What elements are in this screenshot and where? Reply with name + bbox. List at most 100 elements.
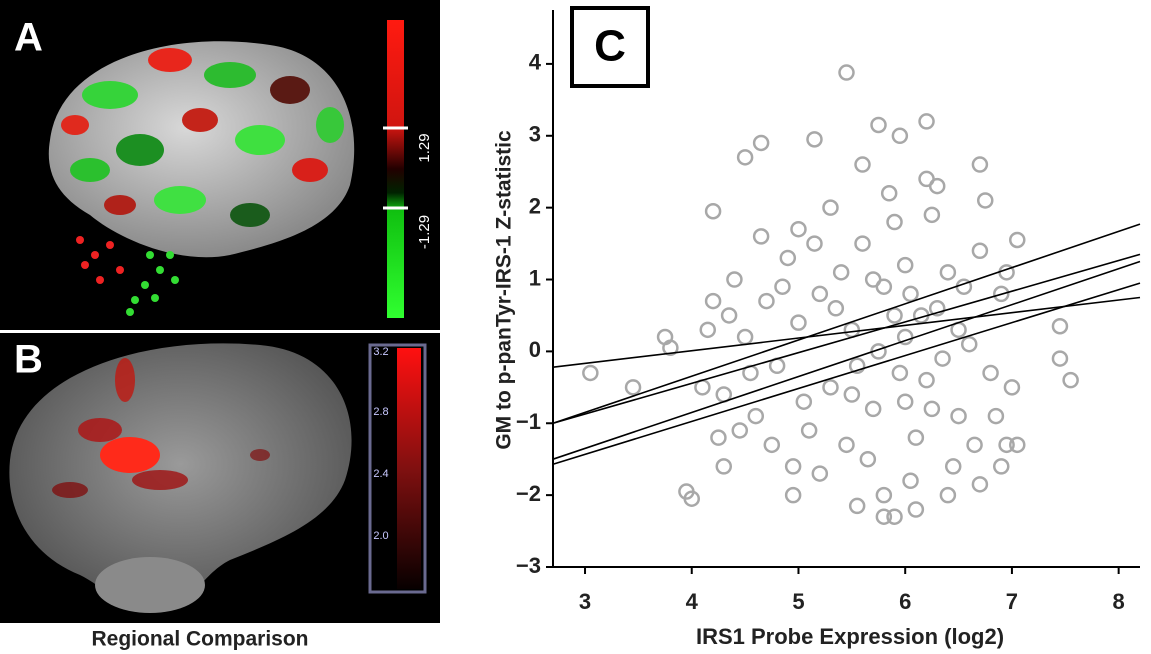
point: [934, 350, 951, 367]
colorbar-label: 3.2: [373, 346, 388, 358]
point: [811, 285, 829, 303]
point: [1062, 371, 1079, 389]
y-axis-label: GM to p-panTyr-IRS-1 Z-statistic: [493, 130, 516, 450]
point: [752, 134, 770, 152]
point: [795, 393, 813, 410]
colorbar-a: [387, 20, 404, 318]
activation-patches: [61, 48, 344, 227]
regression-line: [552, 223, 1141, 425]
point: [998, 436, 1015, 454]
y-tick-label: −2: [516, 481, 541, 506]
point: [704, 202, 722, 220]
point: [848, 497, 866, 515]
point: [939, 264, 957, 281]
panel-label: A: [14, 16, 43, 60]
point: [902, 285, 919, 303]
point: [1009, 436, 1026, 454]
point: [993, 285, 1010, 303]
caption: Regional Comparison: [91, 628, 308, 651]
colorbar-label: -1.29: [416, 215, 433, 249]
colorbar-b: [397, 348, 421, 589]
regression-line: [552, 296, 1141, 368]
y-tick-label: 4: [529, 50, 542, 75]
point: [736, 149, 754, 166]
colorbar-label: 2.0: [373, 530, 388, 542]
point: [784, 458, 802, 475]
point: [891, 364, 909, 382]
point: [736, 328, 754, 346]
point: [758, 292, 775, 310]
scatter-plot: [552, 64, 1141, 525]
point: [928, 300, 946, 317]
point: [971, 476, 989, 493]
point: [886, 307, 903, 324]
point: [971, 156, 989, 173]
point: [923, 206, 941, 224]
point: [843, 386, 861, 403]
point: [875, 508, 893, 525]
colorbar-label: 2.4: [373, 468, 388, 480]
point: [971, 242, 989, 260]
point: [939, 486, 957, 504]
x-tick-label: 6: [899, 589, 911, 614]
point: [902, 472, 919, 490]
x-tick-label: 5: [792, 589, 804, 614]
point: [710, 429, 727, 446]
point: [838, 436, 855, 454]
colorbar-label: 1.29: [416, 133, 433, 162]
x-axis-label: IRS1 Probe Expression (log2): [696, 624, 1004, 649]
point: [918, 371, 935, 389]
point: [891, 127, 909, 145]
point: [848, 357, 866, 375]
point: [800, 422, 818, 439]
point: [870, 116, 887, 134]
point: [683, 490, 700, 507]
x-tick-label: 4: [686, 589, 699, 614]
point: [582, 364, 599, 382]
point: [811, 465, 829, 482]
point: [960, 335, 978, 353]
point: [896, 328, 914, 346]
regression-line: [552, 253, 1141, 425]
point: [907, 501, 925, 518]
point: [752, 228, 770, 245]
point: [987, 407, 1005, 425]
point: [832, 264, 850, 281]
point: [822, 379, 839, 396]
point: [896, 393, 914, 410]
point: [784, 486, 802, 504]
point: [726, 271, 743, 288]
y-tick-label: −1: [516, 409, 541, 434]
point: [774, 278, 791, 295]
point: [790, 314, 807, 331]
point: [907, 429, 925, 446]
x-tick-label: 7: [1006, 589, 1018, 614]
point: [1051, 317, 1069, 335]
point: [704, 292, 722, 310]
point: [918, 113, 935, 130]
activation-blobs: [52, 358, 270, 498]
point: [944, 458, 962, 475]
point: [864, 271, 882, 288]
point: [864, 400, 882, 418]
point: [790, 220, 807, 238]
cerebellum: [95, 557, 205, 613]
panel-label-box: [570, 6, 650, 88]
point: [854, 235, 871, 252]
point: [827, 300, 845, 317]
point: [928, 177, 946, 195]
regression-line: [552, 282, 1141, 465]
colorbar-label: 2.8: [373, 406, 388, 418]
point: [806, 131, 823, 148]
point: [1003, 379, 1021, 396]
point: [896, 256, 914, 274]
electrode-dots: [76, 236, 179, 316]
y-tick-label: 1: [529, 265, 541, 290]
point: [838, 64, 855, 81]
point: [886, 213, 903, 231]
point: [1009, 231, 1026, 249]
point: [886, 508, 903, 525]
point: [731, 422, 749, 439]
panel-label: B: [14, 338, 43, 382]
point: [993, 458, 1010, 475]
